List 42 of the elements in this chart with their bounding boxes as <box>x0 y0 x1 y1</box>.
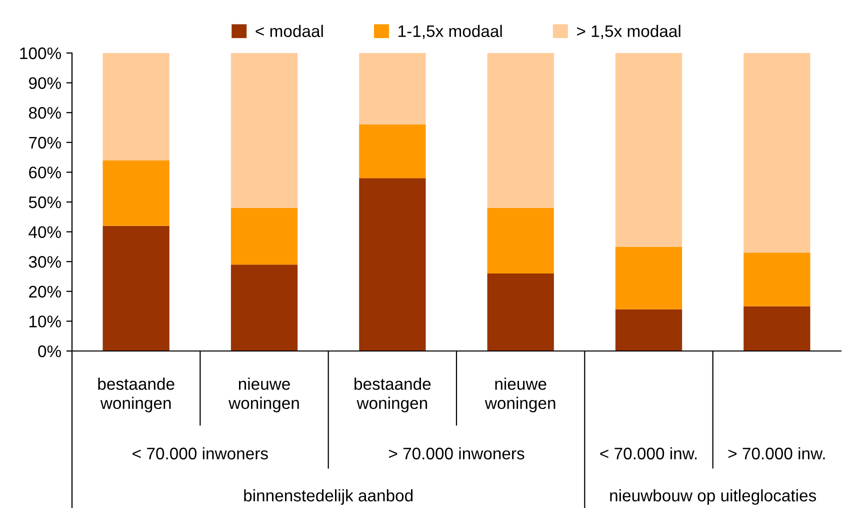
y-tick-label: 80% <box>28 107 61 119</box>
y-tick-label: 90% <box>29 77 61 90</box>
x-tick-label: bestaande woningen <box>354 378 431 412</box>
bar <box>615 246 682 310</box>
bar <box>487 208 554 274</box>
text: nieuwbouw op uitleglocaties <box>610 489 816 505</box>
bar <box>230 208 298 265</box>
text: > 70.000 inwoners <box>388 447 524 460</box>
bar <box>102 226 170 351</box>
y-tick-label: 40% <box>28 226 61 238</box>
y-tick-label: 60% <box>29 166 61 178</box>
bar <box>744 53 810 253</box>
bar <box>230 53 298 208</box>
bar <box>359 124 426 178</box>
y-tick-label: 10% <box>29 316 61 328</box>
y-tick-label: 100% <box>20 47 61 60</box>
bar <box>744 252 810 306</box>
y-tick-label: 50% <box>28 196 61 208</box>
bar <box>102 160 170 226</box>
bar <box>615 53 682 247</box>
x-tick-label: bestaande woningen <box>98 378 174 412</box>
bar <box>102 53 170 160</box>
legend-label: 1-1,5x modaal <box>398 24 502 40</box>
bar <box>487 274 554 351</box>
y-tick-label: 70% <box>29 136 61 149</box>
bar <box>359 178 426 351</box>
bar <box>744 306 810 351</box>
text: < 70.000 inw. <box>600 447 697 460</box>
legend-label: < modaal <box>256 24 323 38</box>
text: < 70.000 inwoners <box>132 447 268 460</box>
bar <box>487 53 554 208</box>
x-tick-label: nieuwe woningen <box>484 378 556 412</box>
y-tick-label: 20% <box>29 286 61 298</box>
text: > 70.000 inw. <box>728 447 825 460</box>
y-tick-label: 30% <box>28 256 61 268</box>
bar <box>230 264 298 351</box>
bar <box>615 309 682 351</box>
legend-label: > 1,5x modaal <box>577 24 680 40</box>
y-tick-label: 0% <box>38 345 61 358</box>
x-tick-label: nieuwe woningen <box>228 378 299 412</box>
bar <box>359 53 426 125</box>
text: binnenstedelijk aanbod <box>244 489 413 505</box>
